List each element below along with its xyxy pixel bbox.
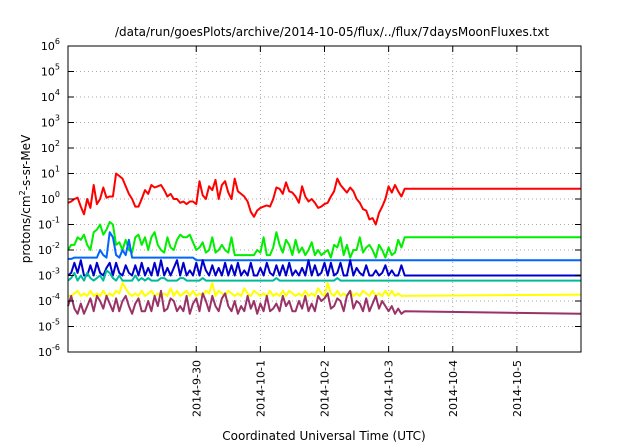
y-tick-exp: -3 [52, 267, 60, 276]
y-tick-label: 102 [41, 139, 60, 155]
y-tick-exp: -4 [52, 292, 60, 301]
y-tick-exp: -5 [52, 318, 60, 327]
y-tick-exp: 5 [55, 63, 60, 72]
y-tick-base: 10 [41, 66, 55, 79]
y-tick-label: 100 [41, 190, 60, 206]
y-tick-label: 10-6 [38, 343, 60, 359]
y-tick-label: 10-4 [38, 292, 60, 308]
y-tick-label: 10-5 [38, 318, 60, 334]
x-tick-label: 2014-10-5 [511, 360, 524, 417]
gridlines [68, 46, 581, 352]
y-tick-exp: 2 [55, 139, 60, 148]
data-series [67, 172, 582, 315]
y-tick-exp: 0 [55, 190, 60, 199]
chart-title: /data/run/goesPlots/archive/2014-10-05/f… [115, 25, 549, 39]
x-tick-label: 2014-10-1 [254, 360, 267, 417]
series-line-5 [68, 282, 582, 297]
series-line-6 [67, 289, 582, 315]
y-tick-label: 106 [41, 37, 60, 53]
series-line-2 [68, 231, 581, 262]
y-tick-base: 10 [38, 270, 52, 283]
y-axis-title-base: protons/cm [19, 195, 33, 263]
y-tick-base: 10 [38, 321, 52, 334]
y-tick-exp: -6 [52, 343, 60, 352]
y-tick-label: 10-1 [38, 216, 60, 232]
series-line-3 [67, 259, 581, 277]
y-tick-label: 105 [41, 63, 60, 79]
y-tick-exp: 6 [55, 37, 60, 46]
series-line-4 [67, 269, 581, 282]
y-tick-base: 10 [38, 346, 52, 359]
y-tick-exp: -1 [52, 216, 60, 225]
y-tick-label: 10-3 [38, 267, 60, 283]
y-tick-base: 10 [41, 142, 55, 155]
y-axis: 10-610-510-410-310-210-11001011021031041… [38, 37, 581, 359]
y-tick-label: 10-2 [38, 241, 60, 257]
y-tick-base: 10 [41, 193, 55, 206]
y-tick-label: 103 [41, 114, 60, 130]
y-tick-base: 10 [38, 219, 52, 232]
y-axis-title: protons/cm2-s-sr-MeV [18, 134, 33, 263]
y-tick-base: 10 [41, 91, 55, 104]
series-line-0 [67, 172, 581, 226]
x-tick-label: 2014-10-3 [383, 360, 396, 417]
y-tick-label: 101 [41, 165, 60, 181]
y-tick-base: 10 [38, 295, 52, 308]
y-tick-base: 10 [41, 117, 55, 130]
y-axis-title-rest: -s-sr-MeV [19, 134, 33, 190]
x-tick-label: 2014-10-4 [447, 360, 460, 417]
y-tick-base: 10 [41, 168, 55, 181]
x-tick-label: 2014-9-30 [190, 360, 203, 417]
x-axis-title: Coordinated Universal Time (UTC) [222, 429, 425, 443]
y-axis-title-sup: 2 [18, 190, 27, 195]
y-tick-exp: 1 [55, 165, 60, 174]
y-tick-exp: 3 [55, 114, 60, 123]
x-tick-label: 2014-10-2 [319, 360, 332, 417]
x-axis: 2014-9-30 2014-10-1 2014-10-2 2014-10-3 2014… [190, 46, 524, 417]
y-tick-base: 10 [41, 40, 55, 53]
y-tick-label: 104 [41, 88, 60, 104]
y-tick-base: 10 [38, 244, 52, 257]
y-tick-exp: 4 [55, 88, 60, 97]
y-tick-exp: -2 [52, 241, 60, 250]
series-line-1 [67, 221, 581, 259]
